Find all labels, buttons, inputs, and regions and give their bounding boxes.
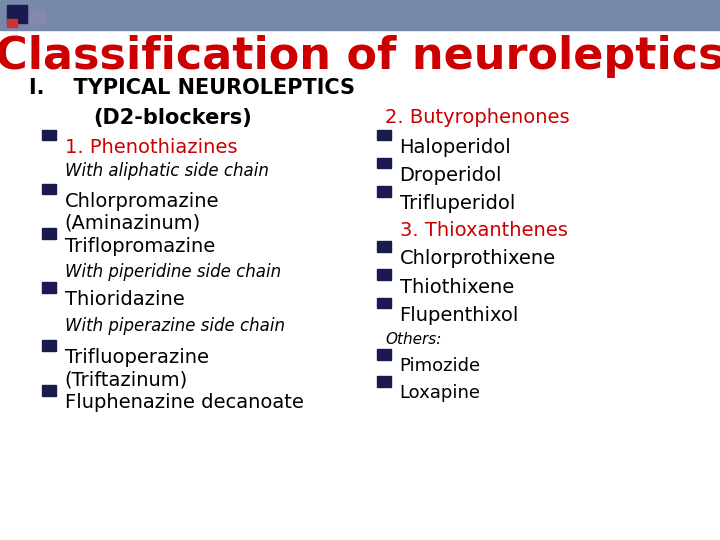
Text: Chlorprothixene: Chlorprothixene <box>400 249 556 268</box>
Bar <box>42 228 56 239</box>
Bar <box>42 282 56 293</box>
Text: I.    TYPICAL NEUROLEPTICS: I. TYPICAL NEUROLEPTICS <box>29 78 355 98</box>
Text: 3. Thioxanthenes: 3. Thioxanthenes <box>400 221 567 240</box>
Bar <box>377 298 391 308</box>
Text: 2. Butyrophenones: 2. Butyrophenones <box>385 108 570 127</box>
Text: (D2-blockers): (D2-blockers) <box>94 108 252 128</box>
Bar <box>377 186 391 197</box>
Text: Thioridazine: Thioridazine <box>65 290 184 309</box>
Bar <box>377 349 391 360</box>
Bar <box>42 340 56 351</box>
Text: Loxapine: Loxapine <box>400 384 481 402</box>
Bar <box>377 376 391 387</box>
Bar <box>42 130 56 140</box>
Text: Others:: Others: <box>385 332 441 347</box>
Bar <box>42 385 56 396</box>
Text: With piperidine side chain: With piperidine side chain <box>65 263 281 281</box>
Bar <box>42 184 56 194</box>
Bar <box>377 269 391 280</box>
Text: 1. Phenothiazines: 1. Phenothiazines <box>65 138 238 157</box>
Text: With piperazine side chain: With piperazine side chain <box>65 317 285 335</box>
Text: Chlorpromazine
(Aminazinum): Chlorpromazine (Aminazinum) <box>65 192 220 233</box>
Text: With aliphatic side chain: With aliphatic side chain <box>65 162 269 180</box>
Text: Flupenthixol: Flupenthixol <box>400 306 519 325</box>
Text: Classification of neuroleptics: Classification of neuroleptics <box>0 35 720 78</box>
Text: Trifluoperazine
(Triftazinum): Trifluoperazine (Triftazinum) <box>65 348 209 389</box>
Text: Thiothixene: Thiothixene <box>400 278 514 296</box>
Bar <box>377 130 391 140</box>
Text: Pimozide: Pimozide <box>400 357 481 375</box>
Text: Droperidol: Droperidol <box>400 166 502 185</box>
Text: Fluphenazine decanoate: Fluphenazine decanoate <box>65 393 304 412</box>
Bar <box>0 0 720 30</box>
Bar <box>7 19 17 27</box>
Bar <box>30 11 45 23</box>
Bar <box>377 241 391 252</box>
Bar <box>7 5 27 23</box>
Text: Trifluperidol: Trifluperidol <box>400 194 515 213</box>
Text: Haloperidol: Haloperidol <box>400 138 511 157</box>
Bar <box>377 158 391 168</box>
Text: Triflopromazine: Triflopromazine <box>65 237 215 255</box>
